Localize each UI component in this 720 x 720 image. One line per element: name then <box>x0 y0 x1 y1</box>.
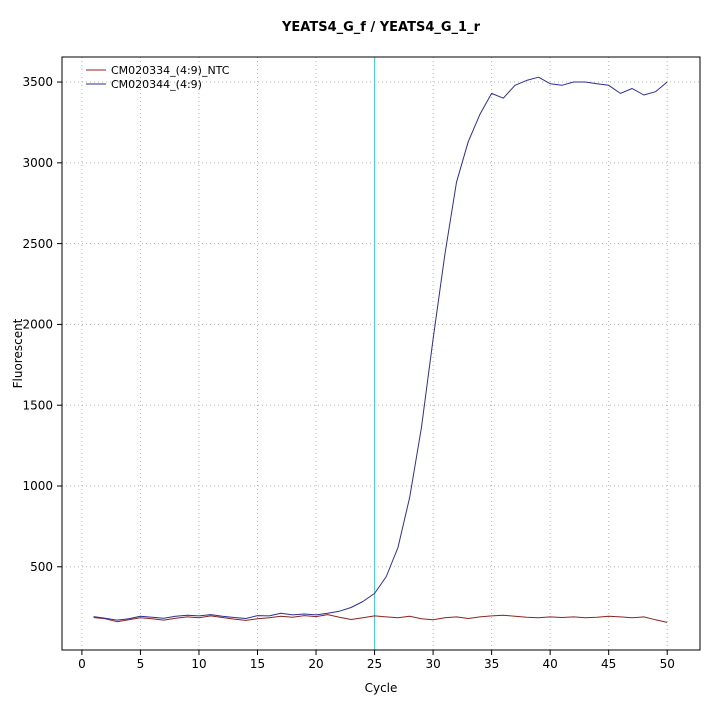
x-tick-label-25: 25 <box>367 657 382 671</box>
series-line-1 <box>93 76 668 621</box>
gridlines <box>62 57 700 650</box>
y-tick-label-3500: 3500 <box>22 75 53 89</box>
series-line-0 <box>93 614 668 623</box>
plot-border <box>61 56 701 651</box>
axis-ticks: 0 5 10 15 20 25 30 35 40 45 50 500 1000 1500 2000 2500 3… <box>22 75 674 671</box>
legend: CM020334_(4:9)_NTC CM020344_(4:9) <box>86 64 230 91</box>
y-tick-label-1000: 1000 <box>22 479 53 493</box>
x-tick-label-20: 20 <box>308 657 323 671</box>
chart-title: YEATS4_G_f / YEATS4_G_1_r <box>281 20 481 35</box>
legend-label-ntc: CM020334_(4:9)_NTC <box>111 64 230 77</box>
x-tick-label-30: 30 <box>425 657 440 671</box>
x-tick-label-40: 40 <box>543 657 558 671</box>
y-tick-label-2000: 2000 <box>22 318 53 332</box>
x-tick-label-50: 50 <box>660 657 675 671</box>
x-tick-label-5: 5 <box>137 657 145 671</box>
y-tick-label-3000: 3000 <box>22 156 53 170</box>
x-tick-label-45: 45 <box>601 657 616 671</box>
legend-label-sample: CM020344_(4:9) <box>111 78 202 91</box>
x-tick-label-15: 15 <box>250 657 265 671</box>
y-tick-label-2500: 2500 <box>22 237 53 251</box>
x-tick-label-0: 0 <box>78 657 86 671</box>
y-tick-label-500: 500 <box>30 560 53 574</box>
y-axis-label: Fluorescent <box>11 318 25 388</box>
x-tick-label-10: 10 <box>191 657 206 671</box>
x-axis-label: Cycle <box>365 681 398 695</box>
series-lines <box>93 76 668 623</box>
x-tick-label-35: 35 <box>484 657 499 671</box>
y-tick-label-1500: 1500 <box>22 398 53 412</box>
